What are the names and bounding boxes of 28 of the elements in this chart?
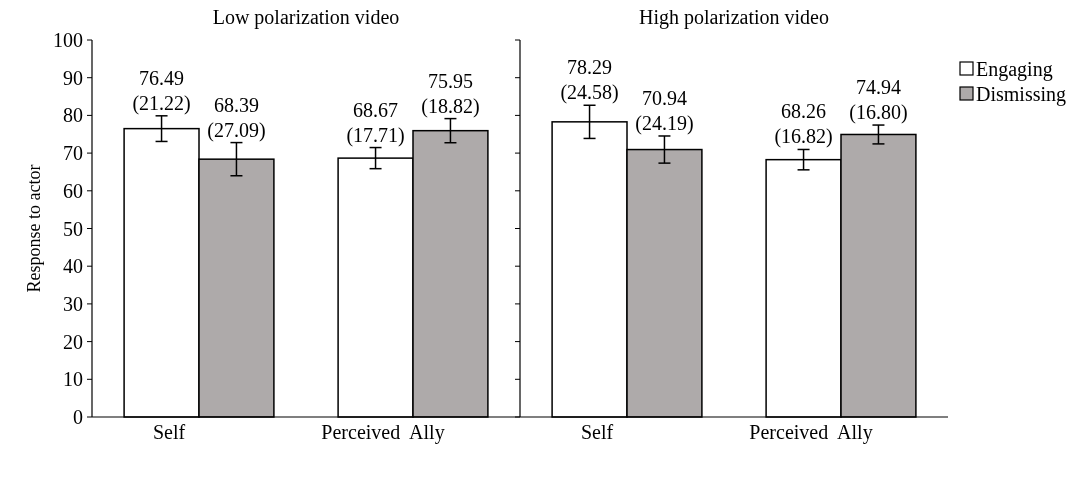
y-tick-label: 100 — [53, 29, 83, 51]
y-tick-label: 10 — [63, 368, 83, 391]
y-tick-label: 30 — [63, 292, 83, 315]
y-tick-label: 20 — [63, 330, 83, 353]
legend-label: Dismissing — [976, 83, 1067, 106]
data-label: 68.67 (17.71) — [346, 98, 405, 147]
y-tick-label: 50 — [63, 217, 83, 240]
data-label: 68.26 (16.82) — [774, 100, 833, 149]
data-label: 78.29 (24.58) — [560, 56, 619, 105]
y-tick-label: 70 — [63, 142, 83, 165]
data-label: 68.39 (27.09) — [207, 93, 266, 142]
data-label: 75.95 (18.82) — [421, 69, 480, 118]
chart-title: Low polarization video — [212, 6, 400, 29]
y-tick-label: 80 — [63, 104, 83, 127]
y-tick-label: 40 — [63, 255, 83, 278]
x-tick-label: Self — [580, 421, 614, 443]
data-label: 70.94 (24.19) — [635, 86, 694, 135]
data-label: 74.94 (16.80) — [849, 76, 908, 125]
y-tick-label: 90 — [63, 66, 83, 89]
chart-title: High polarization video — [639, 6, 829, 29]
x-tick-label: Perceived Ally — [321, 421, 445, 444]
x-tick-label: Perceived Ally — [749, 421, 873, 444]
y-axis-title: Response to actor — [24, 164, 44, 293]
data-label: 76.49 (21.22) — [132, 66, 191, 115]
y-tick-label: 0 — [73, 406, 83, 428]
legend-label: Engaging — [976, 58, 1053, 81]
y-tick-label: 60 — [63, 179, 83, 202]
x-tick-label: Self — [152, 421, 186, 443]
